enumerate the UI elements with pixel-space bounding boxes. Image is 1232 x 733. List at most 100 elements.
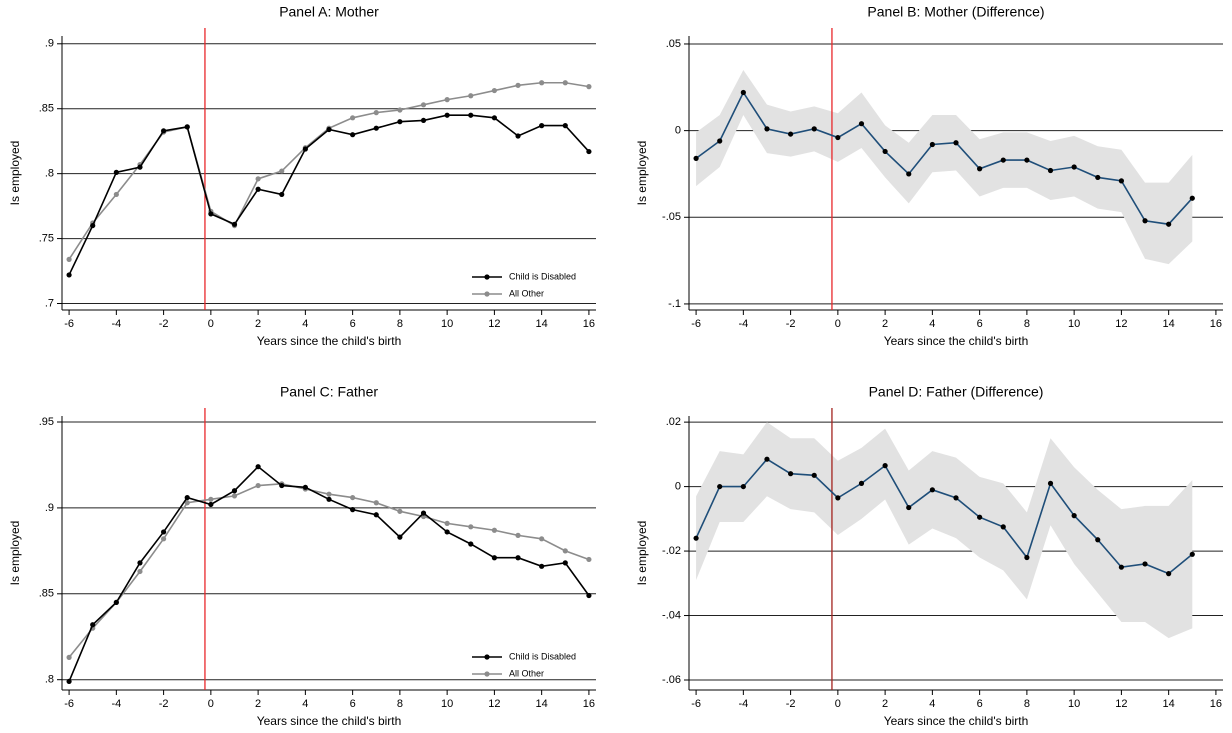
data-point (231, 221, 238, 227)
data-point (539, 536, 545, 542)
confidence-band (696, 422, 1193, 639)
legend-marker (484, 274, 490, 280)
data-point (350, 494, 356, 501)
x-tick-label: 6 (977, 698, 983, 710)
x-tick-label: 14 (1163, 318, 1175, 330)
data-point (562, 80, 568, 86)
data-point (373, 110, 379, 116)
x-tick-label: 10 (441, 698, 453, 710)
x-tick-label: 6 (350, 318, 356, 330)
y-tick-label: -.04 (662, 609, 681, 621)
x-tick-label: 4 (929, 318, 935, 330)
data-point (835, 134, 841, 141)
x-axis-title: Years since the child's birth (257, 714, 402, 728)
data-point (929, 141, 935, 148)
data-point (468, 541, 474, 547)
y-tick-label: .05 (666, 38, 681, 50)
data-point (858, 480, 865, 486)
data-point (906, 171, 912, 177)
x-tick-label: -6 (691, 318, 701, 330)
data-point (66, 654, 72, 660)
data-point (90, 622, 96, 628)
data-point (231, 488, 238, 494)
data-point (279, 482, 285, 489)
x-tick-label: 4 (302, 698, 308, 710)
data-point (491, 115, 497, 121)
data-point (539, 563, 545, 569)
data-point (326, 496, 332, 502)
panel-title: Panel D: Father (Difference) (869, 384, 1044, 400)
x-tick-label: -2 (159, 698, 169, 710)
x-tick-label: 6 (977, 318, 983, 330)
data-point (420, 102, 427, 108)
y-tick-label: -.06 (662, 674, 681, 686)
data-point (906, 504, 912, 511)
data-point (1071, 513, 1077, 519)
x-tick-label: 0 (208, 318, 214, 330)
data-point (1024, 157, 1030, 163)
data-point (515, 555, 521, 561)
y-tick-label: .75 (39, 232, 54, 244)
data-point (717, 483, 723, 490)
data-point (693, 535, 699, 541)
data-point (491, 87, 497, 94)
x-tick-label: 12 (1115, 698, 1127, 710)
data-point (397, 107, 403, 113)
data-point (255, 464, 261, 470)
x-tick-label: 16 (1210, 318, 1222, 330)
y-tick-label: .8 (45, 674, 54, 686)
legend-label: Child is Disabled (509, 651, 576, 661)
data-point (373, 125, 379, 131)
panel-title: Panel C: Father (280, 384, 378, 400)
y-tick-label: .8 (45, 168, 54, 180)
x-tick-label: 10 (1068, 318, 1080, 330)
x-tick-label: 2 (882, 318, 888, 330)
data-point (113, 599, 119, 605)
y-axis-title: Is employed (635, 141, 649, 206)
x-tick-label: 16 (1210, 698, 1222, 710)
data-point (1189, 551, 1195, 557)
data-point (231, 493, 238, 499)
x-tick-label: 0 (208, 698, 214, 710)
x-tick-label: 6 (350, 698, 356, 710)
y-axis-title: Is employed (8, 521, 22, 586)
data-point (1166, 221, 1172, 227)
x-tick-label: 16 (583, 318, 595, 330)
legend-label: All Other (509, 668, 544, 678)
confidence-band (696, 69, 1193, 265)
data-point (562, 123, 568, 129)
x-axis-title: Years since the child's birth (257, 334, 402, 348)
data-point (539, 80, 545, 86)
y-tick-label: -.05 (662, 211, 681, 223)
data-point (811, 126, 817, 132)
data-point (953, 495, 959, 501)
data-point (373, 512, 379, 518)
data-point (255, 176, 261, 182)
legend-label: Child is Disabled (509, 271, 576, 281)
series-line (695, 458, 1193, 575)
legend-marker (484, 291, 490, 297)
data-point (397, 119, 403, 125)
data-point (397, 534, 403, 540)
data-point (1142, 561, 1148, 567)
x-tick-label: 10 (441, 318, 453, 330)
data-point (562, 548, 568, 554)
legend-marker (484, 671, 490, 677)
data-point (491, 555, 497, 561)
data-point (515, 82, 521, 88)
data-point (953, 140, 959, 146)
data-point (137, 164, 143, 170)
data-point (113, 191, 119, 198)
data-point (208, 501, 214, 508)
data-point (373, 500, 379, 506)
x-tick-label: 8 (1024, 698, 1030, 710)
data-point (161, 529, 167, 535)
x-tick-label: 10 (1068, 698, 1080, 710)
data-point (1189, 195, 1195, 201)
data-point (468, 93, 474, 99)
x-tick-label: 8 (397, 318, 403, 330)
x-tick-label: -6 (64, 698, 74, 710)
data-point (1118, 178, 1124, 184)
data-point (326, 491, 332, 497)
